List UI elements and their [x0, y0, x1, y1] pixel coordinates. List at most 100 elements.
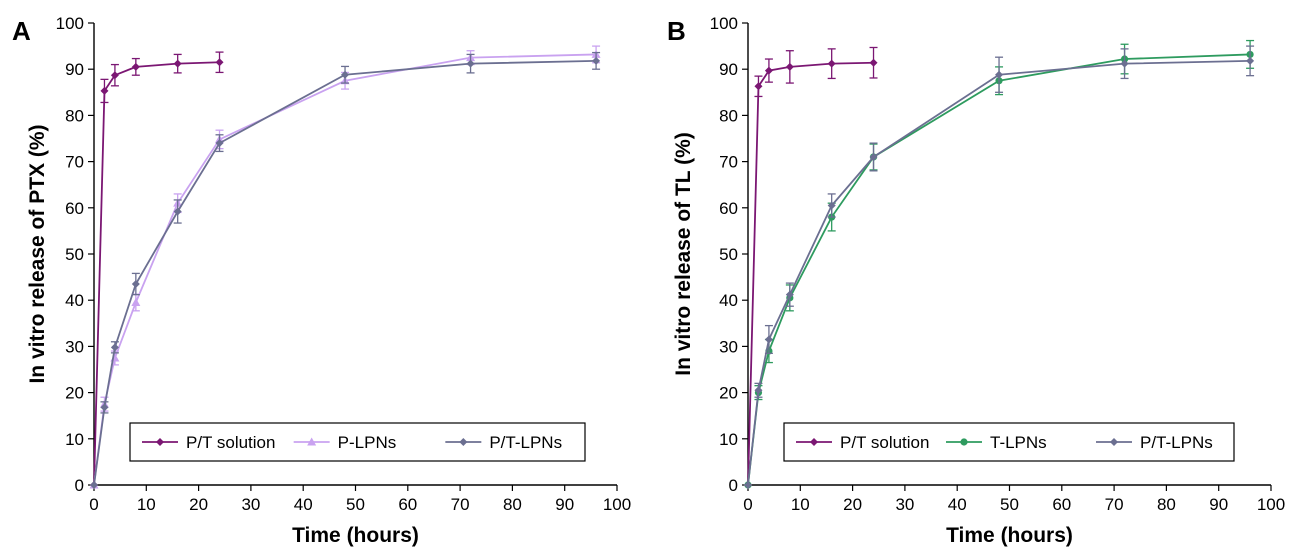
legend-label: P-LPNs	[338, 433, 397, 452]
data-point	[754, 386, 763, 395]
x-tick-label: 100	[1257, 495, 1285, 514]
series-p-lpns	[89, 45, 601, 489]
data-point	[131, 298, 141, 307]
x-axis-title: Time (hours)	[946, 524, 1073, 547]
x-tick-label: 0	[743, 495, 752, 514]
x-tick-label: 70	[1105, 495, 1124, 514]
y-tick-label: 30	[719, 337, 738, 356]
series-line	[747, 53, 1251, 486]
data-point	[215, 58, 224, 67]
x-tick-label: 40	[948, 495, 967, 514]
legend-box	[129, 422, 586, 462]
y-tick-label: 100	[710, 14, 738, 33]
y-tick-label: 30	[65, 337, 84, 356]
y-tick-label: 70	[65, 153, 84, 172]
y-tick-label: 40	[65, 291, 84, 310]
data-point	[90, 481, 98, 489]
panel-letter: A	[12, 16, 31, 46]
y-tick-label: 70	[719, 153, 738, 172]
legend-swatch-marker	[960, 438, 968, 446]
series-p-t-lpns	[90, 51, 601, 489]
series-line	[93, 53, 597, 486]
y-tick-label: 60	[65, 199, 84, 218]
data-point	[1246, 56, 1255, 65]
data-point	[744, 481, 752, 489]
y-tick-label: 100	[56, 14, 84, 33]
x-tick-label: 80	[503, 495, 522, 514]
x-tick-label: 40	[294, 495, 313, 514]
data-point	[173, 207, 182, 216]
series-p-t-lpns	[744, 45, 1255, 489]
x-axis-title: Time (hours)	[292, 524, 419, 547]
data-point	[1120, 59, 1129, 68]
y-tick-label: 50	[65, 245, 84, 264]
x-tick-label: 20	[843, 495, 862, 514]
data-point	[785, 290, 794, 299]
data-point	[827, 59, 836, 68]
data-point	[754, 82, 763, 91]
x-tick-label: 0	[89, 495, 98, 514]
x-tick-label: 80	[1157, 495, 1176, 514]
x-tick-label: 10	[137, 495, 156, 514]
data-point	[869, 58, 878, 67]
y-tick-label: 0	[729, 476, 738, 495]
x-tick-label: 20	[189, 495, 208, 514]
y-tick-label: 40	[719, 291, 738, 310]
series-line	[747, 59, 1251, 486]
x-tick-label: 50	[346, 495, 365, 514]
legend-swatch-marker	[307, 437, 317, 446]
x-tick-label: 60	[1052, 495, 1071, 514]
x-tick-label: 60	[398, 495, 417, 514]
data-point	[110, 343, 119, 352]
data-point	[827, 201, 836, 210]
data-point	[466, 59, 475, 68]
legend-label: P/T solution	[840, 433, 929, 452]
legend-box	[783, 422, 1235, 462]
y-tick-label: 0	[75, 476, 84, 495]
data-point	[869, 152, 878, 161]
x-tick-label: 30	[895, 495, 914, 514]
y-tick-label: 90	[65, 60, 84, 79]
series-p-t-solution	[744, 46, 878, 489]
legend-swatch-marker	[1110, 438, 1118, 446]
series-line	[747, 61, 874, 486]
panel-letter: B	[667, 16, 686, 46]
legend-label: P/T solution	[186, 433, 275, 452]
y-tick-label: 50	[719, 245, 738, 264]
data-point	[110, 71, 119, 80]
x-tick-label: 10	[791, 495, 810, 514]
series-t-lpns	[744, 39, 1255, 489]
y-tick-label: 80	[719, 106, 738, 125]
series-line	[93, 61, 220, 486]
series-p-t-solution	[90, 51, 224, 489]
y-axis-title: In vitro release of TL (%)	[672, 132, 695, 376]
data-point	[173, 59, 182, 68]
y-tick-label: 80	[65, 106, 84, 125]
legend: P/T solution P-LPNs P/T-LPNs	[129, 422, 586, 462]
data-point	[592, 56, 601, 65]
y-tick-label: 10	[719, 430, 738, 449]
legend-label: P/T-LPNs	[489, 433, 562, 452]
y-tick-label: 10	[65, 430, 84, 449]
legend-label: P/T-LPNs	[1140, 433, 1213, 452]
data-point	[764, 335, 773, 344]
y-axis-title: In vitro release of PTX (%)	[26, 124, 49, 383]
data-point	[131, 280, 140, 289]
y-tick-label: 20	[65, 384, 84, 403]
y-tick-label: 60	[719, 199, 738, 218]
data-point	[764, 66, 773, 75]
legend-swatch-marker	[459, 438, 468, 446]
data-point	[341, 70, 350, 79]
chart-panel-b: B 0 10 20 30 40 50 60 70 80 90 100 0 10 20 30 40 50 60 70 80…	[667, 14, 1285, 547]
x-tick-label: 90	[555, 495, 574, 514]
data-point	[100, 86, 109, 95]
legend: P/T solution T-LPNs P/T-LPNs	[783, 422, 1235, 462]
data-point	[131, 62, 140, 71]
chart-panel-a: A 0 10 20 30 40 50 60 70 80 90 100 0 10 20 30 40 50 60 70 80…	[12, 14, 631, 547]
x-tick-label: 50	[1000, 495, 1019, 514]
legend-label: T-LPNs	[990, 433, 1047, 452]
x-tick-label: 70	[451, 495, 470, 514]
data-point	[995, 70, 1004, 79]
data-point	[785, 62, 794, 71]
